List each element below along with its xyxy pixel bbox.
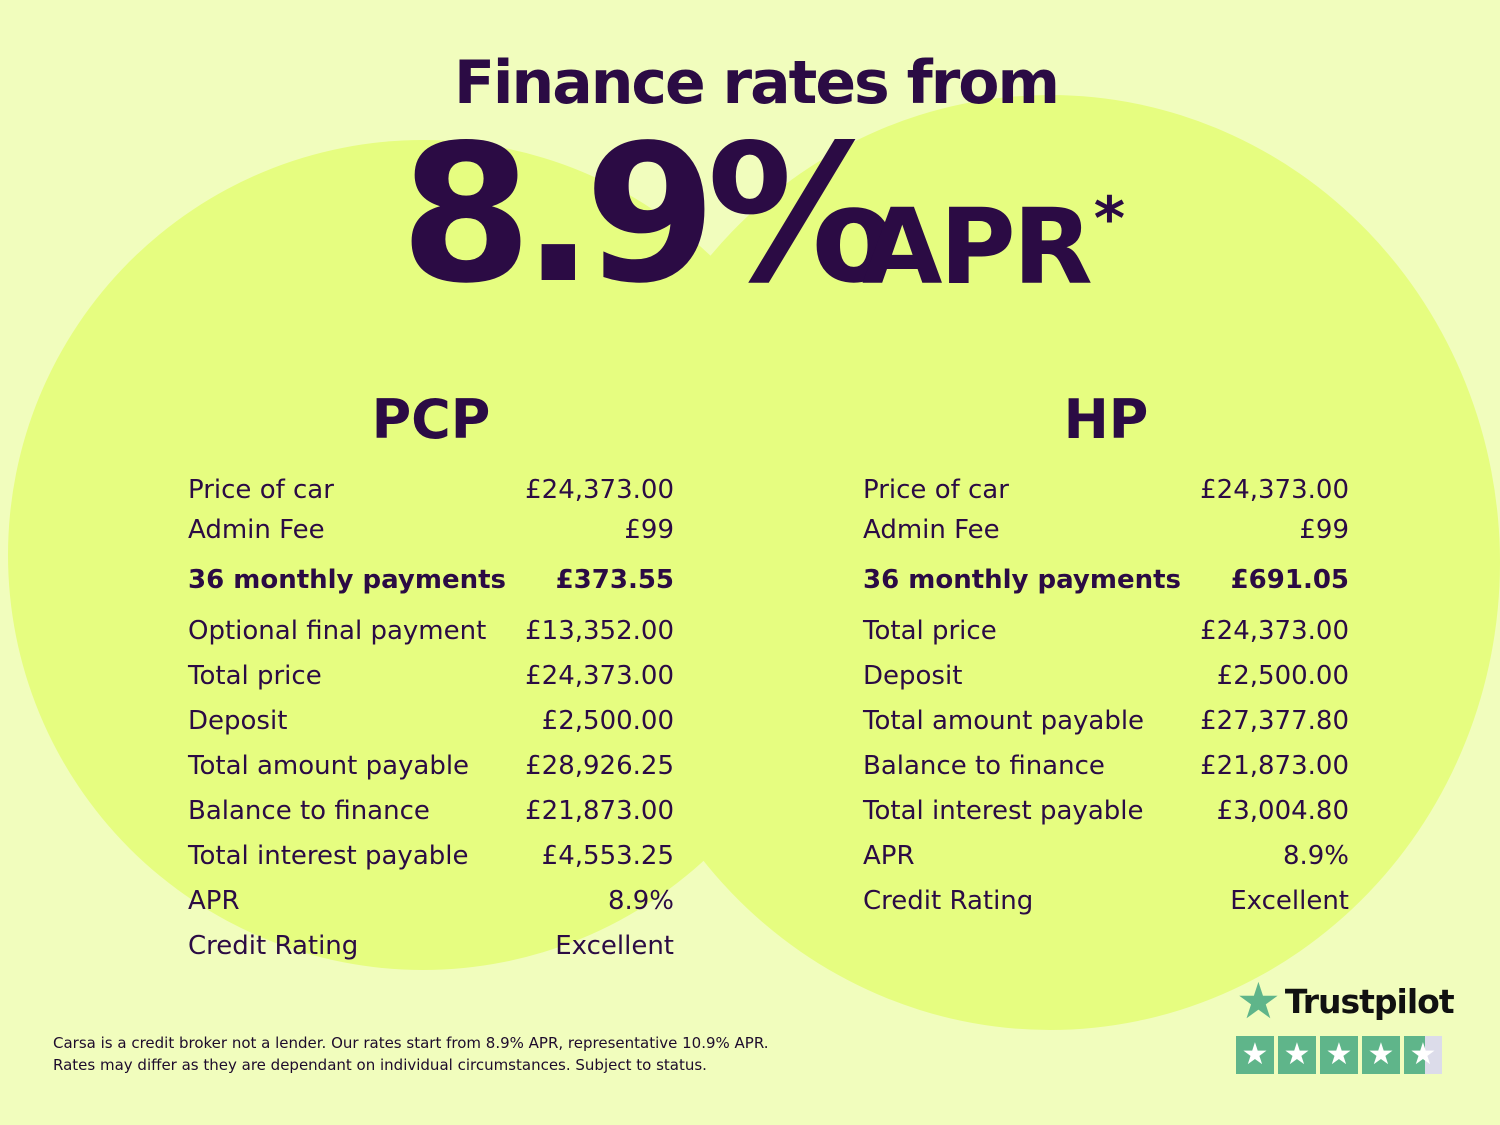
- row-label: Total amount payable: [863, 705, 1145, 736]
- row-label: Balance to finance: [863, 750, 1105, 781]
- row-label: Total price: [188, 660, 322, 691]
- headline: Finance rates from: [453, 48, 1060, 118]
- table-row: Total interest payable £3,004.80: [863, 788, 1349, 833]
- table-row: Credit Rating Excellent: [863, 878, 1349, 923]
- table-row: Admin Fee £99: [188, 507, 674, 552]
- row-label: Admin Fee: [188, 514, 325, 545]
- rate-value: 8.9%: [400, 104, 897, 325]
- row-value: £21,873.00: [1200, 750, 1349, 781]
- table-row: Total amount payable £27,377.80: [863, 698, 1349, 743]
- rating-star-icon: ★: [1362, 1036, 1400, 1074]
- table-row: Total price £24,373.00: [188, 653, 674, 698]
- row-value: 8.9%: [607, 885, 674, 916]
- row-value: £13,352.00: [525, 615, 674, 646]
- row-value: Excellent: [555, 930, 674, 961]
- asterisk: *: [1093, 184, 1125, 255]
- table-row: Admin Fee £99: [863, 507, 1349, 552]
- row-label: Total amount payable: [188, 750, 470, 781]
- star-icon: ★: [1236, 972, 1281, 1030]
- row-value: £3,004.80: [1216, 795, 1349, 826]
- table-row: Price of car £24,373.00: [188, 473, 674, 507]
- row-value: £27,377.80: [1200, 705, 1349, 736]
- table-row: Optional final payment £13,352.00: [188, 608, 674, 653]
- row-value: £28,926.25: [525, 750, 674, 781]
- row-value: £2,500.00: [541, 705, 674, 736]
- pcp-title: PCP: [371, 388, 491, 451]
- table-row: Total interest payable £4,553.25: [188, 833, 674, 878]
- disclaimer: Carsa is a credit broker not a lender. O…: [53, 1032, 769, 1076]
- row-label: Total price: [863, 615, 997, 646]
- row-label: Total interest payable: [863, 795, 1144, 826]
- table-row: Total amount payable £28,926.25: [188, 743, 674, 788]
- row-label: Optional final payment: [188, 615, 487, 646]
- table-row: 36 monthly payments £373.55: [188, 552, 674, 608]
- disclaimer-line-2: Rates may differ as they are dependant o…: [53, 1056, 707, 1074]
- table-row: Price of car £24,373.00: [863, 473, 1349, 507]
- row-value: £21,873.00: [525, 795, 674, 826]
- disclaimer-line-1: Carsa is a credit broker not a lender. O…: [53, 1034, 769, 1052]
- table-row: Credit Rating Excellent: [188, 923, 674, 968]
- table-row: Balance to finance £21,873.00: [188, 788, 674, 833]
- trustpilot-logo: Trustpilot: [1284, 981, 1455, 1021]
- trustpilot-badge: ★ Trustpilot ★ ★ ★ ★ ★: [1236, 972, 1455, 1074]
- row-label: Price of car: [188, 475, 334, 505]
- row-value: £24,373.00: [525, 660, 674, 691]
- table-row: 36 monthly payments £691.05: [863, 552, 1349, 608]
- row-value: £99: [1299, 514, 1349, 545]
- rating-star-icon: ★: [1236, 1036, 1274, 1074]
- row-value: £99: [624, 514, 674, 545]
- row-label: Credit Rating: [188, 930, 359, 961]
- apr-label: APR: [862, 186, 1093, 308]
- table-row: APR 8.9%: [188, 878, 674, 923]
- row-value: £24,373.00: [1200, 615, 1349, 646]
- hp-table: HP Price of car £24,373.00 Admin Fee £99 36 …: [863, 388, 1349, 923]
- table-row: Balance to finance £21,873.00: [863, 743, 1349, 788]
- row-value: £373.55: [555, 565, 674, 595]
- table-row: Deposit £2,500.00: [863, 653, 1349, 698]
- row-value: Excellent: [1230, 885, 1349, 916]
- row-label: Price of car: [863, 475, 1009, 505]
- row-label: Balance to finance: [188, 795, 430, 826]
- table-row: Deposit £2,500.00: [188, 698, 674, 743]
- trustpilot-rating: ★ ★ ★ ★ ★: [1236, 1036, 1454, 1074]
- row-label: Admin Fee: [863, 514, 1000, 545]
- rating-star-icon: ★: [1404, 1036, 1442, 1074]
- row-label: Deposit: [863, 660, 963, 691]
- background-circle-right: [600, 95, 1500, 1030]
- pcp-table: PCP Price of car £24,373.00 Admin Fee £99 36…: [188, 388, 674, 968]
- row-label: Total interest payable: [188, 840, 469, 871]
- row-label: Deposit: [188, 705, 288, 736]
- row-value: £24,373.00: [1200, 475, 1349, 505]
- row-label: APR: [863, 840, 915, 871]
- row-label: Credit Rating: [863, 885, 1034, 916]
- row-value: 8.9%: [1282, 840, 1349, 871]
- table-row: Total price £24,373.00: [863, 608, 1349, 653]
- row-label: 36 monthly payments: [863, 565, 1181, 595]
- row-label: APR: [188, 885, 240, 916]
- row-value: £2,500.00: [1216, 660, 1349, 691]
- row-label: 36 monthly payments: [188, 565, 506, 595]
- table-row: APR 8.9%: [863, 833, 1349, 878]
- row-value: £4,553.25: [541, 840, 674, 871]
- rating-star-icon: ★: [1278, 1036, 1316, 1074]
- rate-suffix: APR*: [862, 189, 1125, 299]
- hp-title: HP: [1063, 388, 1149, 451]
- row-value: £24,373.00: [525, 475, 674, 505]
- rating-star-icon: ★: [1320, 1036, 1358, 1074]
- row-value: £691.05: [1230, 565, 1349, 595]
